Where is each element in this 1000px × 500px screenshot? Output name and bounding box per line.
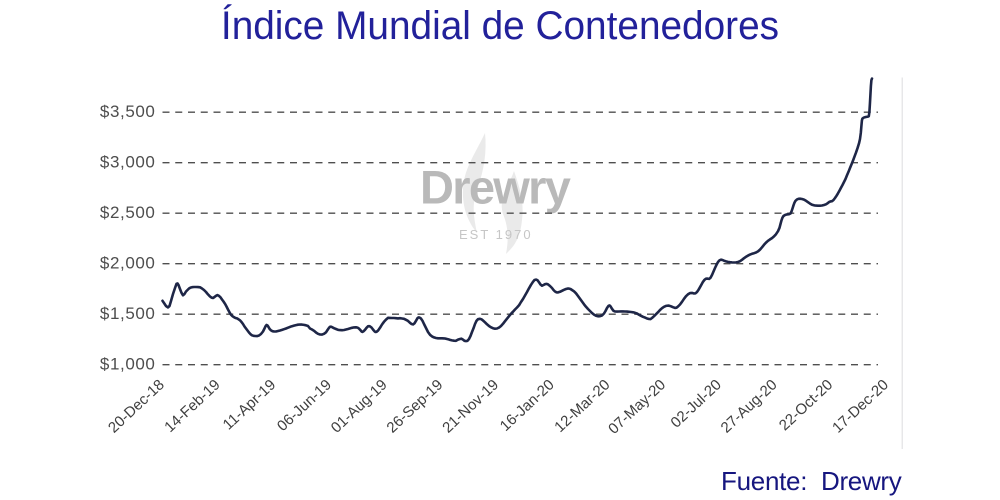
svg-text:11-Apr-19: 11-Apr-19	[220, 376, 280, 433]
svg-text:22-Oct-20: 22-Oct-20	[776, 376, 836, 434]
svg-text:01-Aug-19: 01-Aug-19	[328, 376, 391, 436]
svg-text:16-Jan-20: 16-Jan-20	[497, 376, 558, 434]
svg-text:EST 1970: EST 1970	[459, 227, 533, 242]
svg-text:$2,000: $2,000	[100, 254, 156, 273]
svg-text:$3,000: $3,000	[100, 153, 156, 172]
svg-text:26-Sep-19: 26-Sep-19	[383, 376, 446, 436]
svg-text:$1,500: $1,500	[100, 304, 156, 323]
svg-text:Drewry: Drewry	[420, 161, 571, 214]
svg-text:14-Feb-19: 14-Feb-19	[161, 376, 223, 436]
svg-text:21-Nov-19: 21-Nov-19	[439, 376, 502, 436]
svg-text:12-Mar-20: 12-Mar-20	[551, 376, 613, 436]
svg-text:17-Dec-20: 17-Dec-20	[829, 376, 892, 436]
svg-text:$2,500: $2,500	[100, 203, 156, 222]
svg-text:$3,500: $3,500	[100, 102, 156, 121]
svg-text:27-Aug-20: 27-Aug-20	[718, 376, 781, 436]
svg-text:06-Jun-19: 06-Jun-19	[274, 376, 335, 434]
svg-text:02-Jul-20: 02-Jul-20	[667, 376, 724, 431]
svg-text:07-May-20: 07-May-20	[605, 376, 669, 437]
svg-text:$1,000: $1,000	[100, 355, 156, 374]
svg-text:20-Dec-18: 20-Dec-18	[105, 376, 168, 436]
